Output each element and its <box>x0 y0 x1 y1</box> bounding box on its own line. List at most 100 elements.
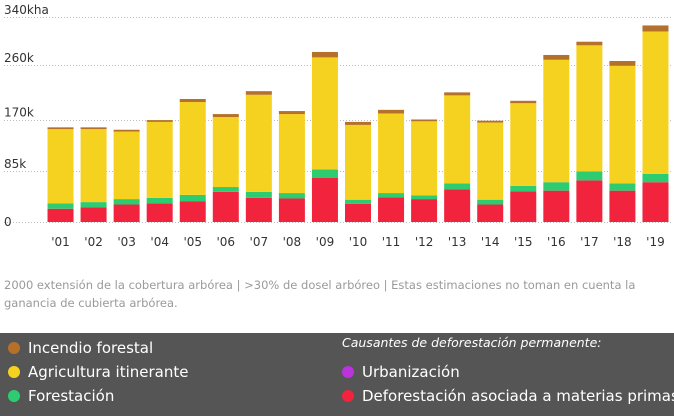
bar-segment <box>311 51 338 58</box>
bar-segment <box>576 171 603 181</box>
incendio-forestal-dot-icon <box>8 342 20 354</box>
chart-footnote: 2000 extensión de la cobertura arbórea |… <box>4 278 636 310</box>
bar-segment <box>378 113 405 194</box>
y-tick-zero: 0 <box>4 215 12 229</box>
x-tick-label: '18 <box>613 235 632 249</box>
bar-segment <box>477 204 504 222</box>
bar-segment <box>113 199 140 205</box>
bar-segment <box>146 121 173 198</box>
y-tick-label: 170k <box>4 106 34 120</box>
bar-segment <box>444 189 471 222</box>
x-tick-label: '01 <box>51 235 70 249</box>
bar-segment <box>510 191 537 222</box>
x-tick-label: '12 <box>415 235 434 249</box>
x-tick-label: '16 <box>547 235 566 249</box>
legend-label: Urbanización <box>362 363 460 381</box>
bar-segment <box>113 129 140 132</box>
legend-item-urbanizacion[interactable]: Urbanización <box>342 361 460 383</box>
x-tick-label: '04 <box>150 235 169 249</box>
bar-segment <box>80 202 107 208</box>
x-tick-label: '13 <box>448 235 467 249</box>
bar-segment <box>411 119 438 122</box>
bar-segment <box>345 124 371 200</box>
bar-segment <box>80 127 107 130</box>
legend-item-agricultura-itinerante[interactable]: Agricultura itinerante <box>8 361 188 383</box>
legend-label: Agricultura itinerante <box>28 363 189 381</box>
x-tick-label: '07 <box>250 235 269 249</box>
bar-segment <box>80 207 107 222</box>
bar-segment <box>311 177 338 222</box>
forestacion-dot-icon <box>8 390 20 402</box>
x-tick-label: '15 <box>514 235 533 249</box>
y-tick-label: 85k <box>4 157 26 171</box>
bar-segment <box>543 54 570 60</box>
bar-segment <box>245 191 272 198</box>
bar-segment <box>146 120 173 122</box>
bar-segment <box>411 199 438 222</box>
bar-segment <box>510 103 537 186</box>
bar-segment <box>444 95 471 184</box>
bar-segment <box>345 121 371 125</box>
bar-segment <box>378 109 405 114</box>
legend-item-forestacion[interactable]: Forestación <box>8 385 114 407</box>
x-tick-label: '11 <box>382 235 401 249</box>
bar-segment <box>576 180 603 222</box>
bar-segment <box>444 92 471 96</box>
legend-panel: Incendio forestal Agricultura itinerante… <box>0 333 674 416</box>
bar-segment <box>609 183 636 191</box>
bar-segment <box>642 31 669 174</box>
bar-segment <box>47 129 74 204</box>
urbanizacion-dot-icon <box>342 366 354 378</box>
bar-segment <box>477 199 504 205</box>
bar-segment <box>576 41 603 46</box>
bar-segment <box>378 197 405 222</box>
bar-segment <box>179 99 206 103</box>
bar-segment <box>245 91 272 95</box>
bar-segment <box>179 194 206 202</box>
bar-segment <box>278 193 305 199</box>
bar-segment <box>311 169 338 178</box>
x-tick-label: '05 <box>183 235 202 249</box>
bar-segment <box>510 185 537 192</box>
bar-segment <box>146 197 173 204</box>
bar-segment <box>245 197 272 222</box>
bar-segment <box>212 114 239 118</box>
x-tick-label: '14 <box>481 235 500 249</box>
bar-segment <box>510 100 537 104</box>
bar-segment <box>245 94 272 192</box>
legend-item-incendio-forestal[interactable]: Incendio forestal <box>8 337 153 359</box>
bar-segment <box>80 129 107 203</box>
bar-segment <box>543 190 570 222</box>
bar-segment <box>642 182 669 222</box>
bar-segment <box>543 59 570 183</box>
legend-item-materias-primas[interactable]: Deforestación asociada a materias primas <box>342 385 674 407</box>
x-tick-label: '03 <box>117 235 136 249</box>
x-tick-label: '09 <box>316 235 335 249</box>
legend-heading: Causantes de deforestación permanente: <box>342 335 602 350</box>
bar-segment <box>47 208 74 222</box>
x-tick-label: '08 <box>283 235 302 249</box>
bar-segment <box>576 45 603 172</box>
legend-label: Deforestación asociada a materias primas <box>362 387 674 405</box>
bar-segment <box>47 203 74 209</box>
x-tick-label: '02 <box>84 235 103 249</box>
agricultura-itinerante-dot-icon <box>8 366 20 378</box>
bar-segment <box>113 204 140 222</box>
bar-segment <box>609 190 636 222</box>
bar-segment <box>642 173 669 183</box>
bar-segment <box>179 102 206 195</box>
chart-svg: 340kha 85k 170k 260k 0 '01 '02 '03 '04 '05 '06 '07 '… <box>4 3 672 249</box>
bar-segment <box>378 193 405 198</box>
bar-segment <box>212 191 239 222</box>
bar-segment <box>212 117 239 188</box>
bar-segment <box>146 203 173 222</box>
bar-segment <box>179 201 206 222</box>
y-tick-label: 260k <box>4 51 34 65</box>
stacked-bar-chart: 340kha 85k 170k 260k 0 '01 '02 '03 '04 '05 '06 '07 '… <box>4 3 672 249</box>
bar-segment <box>609 65 636 184</box>
bar-segment <box>477 122 504 200</box>
materias-primas-dot-icon <box>342 390 354 402</box>
bar-segment <box>411 195 438 200</box>
legend-label: Forestación <box>28 387 115 405</box>
y-axis-unit-label: 340kha <box>4 3 49 17</box>
